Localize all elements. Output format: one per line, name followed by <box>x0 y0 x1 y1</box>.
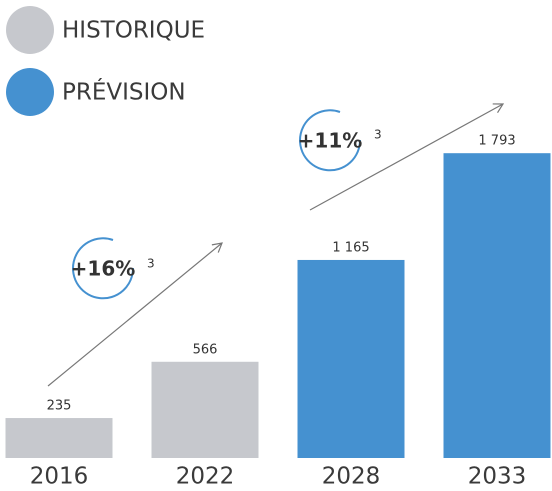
footnote-mark: 3 <box>374 128 382 142</box>
value-label: 1 793 <box>478 134 515 149</box>
footnote-mark: 3 <box>147 257 155 271</box>
bar <box>5 418 113 458</box>
legend-label: HISTORIQUE <box>62 18 205 44</box>
x-tick-label: 2028 <box>322 464 381 490</box>
x-tick-label: 2016 <box>30 464 89 490</box>
trend-arrow <box>47 242 223 387</box>
growth-label: +11% <box>298 129 363 153</box>
bar <box>151 361 259 458</box>
badge-ring <box>299 109 362 172</box>
value-label: 235 <box>47 399 72 414</box>
x-tick-label: 2022 <box>176 464 235 490</box>
legend-swatch <box>6 6 54 54</box>
badge-ring <box>72 237 135 300</box>
bar <box>443 153 551 458</box>
trend-arrow <box>309 103 505 211</box>
legend-swatch <box>6 68 54 116</box>
x-tick-label: 2033 <box>468 464 527 490</box>
value-label: 566 <box>193 342 218 357</box>
bar <box>297 259 405 458</box>
value-label: 1 165 <box>332 240 369 255</box>
legend-label: PRÉVISION <box>62 78 186 106</box>
growth-label: +16% <box>71 257 136 281</box>
